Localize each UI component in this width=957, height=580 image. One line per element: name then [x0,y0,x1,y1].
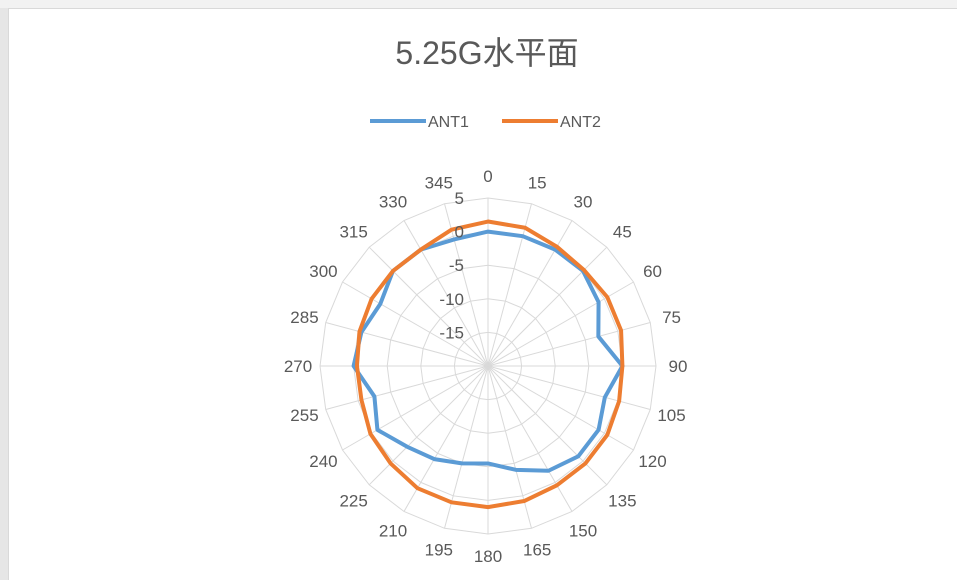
angle-label: 0 [483,167,492,186]
angle-label: 180 [474,547,502,566]
angle-label: 285 [290,308,318,327]
angle-label: 90 [669,357,688,376]
grid-spoke [342,281,489,367]
grid-spoke [487,322,651,367]
chart-area [8,8,957,580]
grid-spoke [487,365,634,451]
legend-label-ant1: ANT1 [428,114,469,131]
angle-label: 315 [339,223,367,242]
top-strip [0,0,957,8]
legend: ANT1 ANT2 [370,114,601,131]
angle-label: 240 [309,452,337,471]
grid-spoke [487,365,573,512]
grid-spoke [487,365,608,486]
angle-label: 60 [643,262,662,281]
grid-spoke [487,246,608,367]
angle-label: 210 [379,522,407,541]
series-line-ant2 [354,219,625,510]
radar-grid [319,197,657,535]
angle-label: 135 [608,491,636,510]
angle-label: 225 [339,491,367,510]
angle-label: 105 [657,406,685,425]
grid-spoke [325,365,489,410]
radial-tick-label: -15 [439,323,464,342]
grid-spoke [325,322,489,367]
grid-spoke [368,365,489,486]
angle-label: 345 [425,173,453,192]
radial-tick-label: 5 [455,189,464,208]
grid-spoke [368,246,489,367]
angle-label: 30 [574,192,593,211]
legend-label-ant2: ANT2 [560,114,601,131]
radial-tick-label: -5 [449,256,464,275]
angle-label: 120 [638,452,666,471]
angle-label: 330 [379,192,407,211]
grid-spoke [487,281,634,367]
radial-tick-label: 0 [455,223,464,242]
grid-spoke [403,220,489,367]
angle-label: 150 [569,522,597,541]
angle-label: 255 [290,406,318,425]
angle-label: 165 [523,541,551,560]
grid-spoke [487,220,573,367]
grid-spoke [487,365,651,410]
angle-label: 15 [528,173,547,192]
grid-spoke [487,203,532,367]
radar-series [351,219,625,510]
angle-label: 75 [662,308,681,327]
chart-title: 5.25G水平面 [395,35,578,71]
angle-labels: 0 15 30 45 60 75 90 105 120 135 150 165 180 195 210 225… [284,167,688,566]
series-line-ant1 [351,229,625,473]
radial-tick-label: -10 [439,290,464,309]
angle-label: 270 [284,357,312,376]
angle-label: 45 [613,223,632,242]
grid-spoke [342,365,489,451]
angle-label: 195 [425,541,453,560]
radial-labels: 5 0 -5 -10 -15 [439,189,464,342]
angle-label: 300 [309,262,337,281]
